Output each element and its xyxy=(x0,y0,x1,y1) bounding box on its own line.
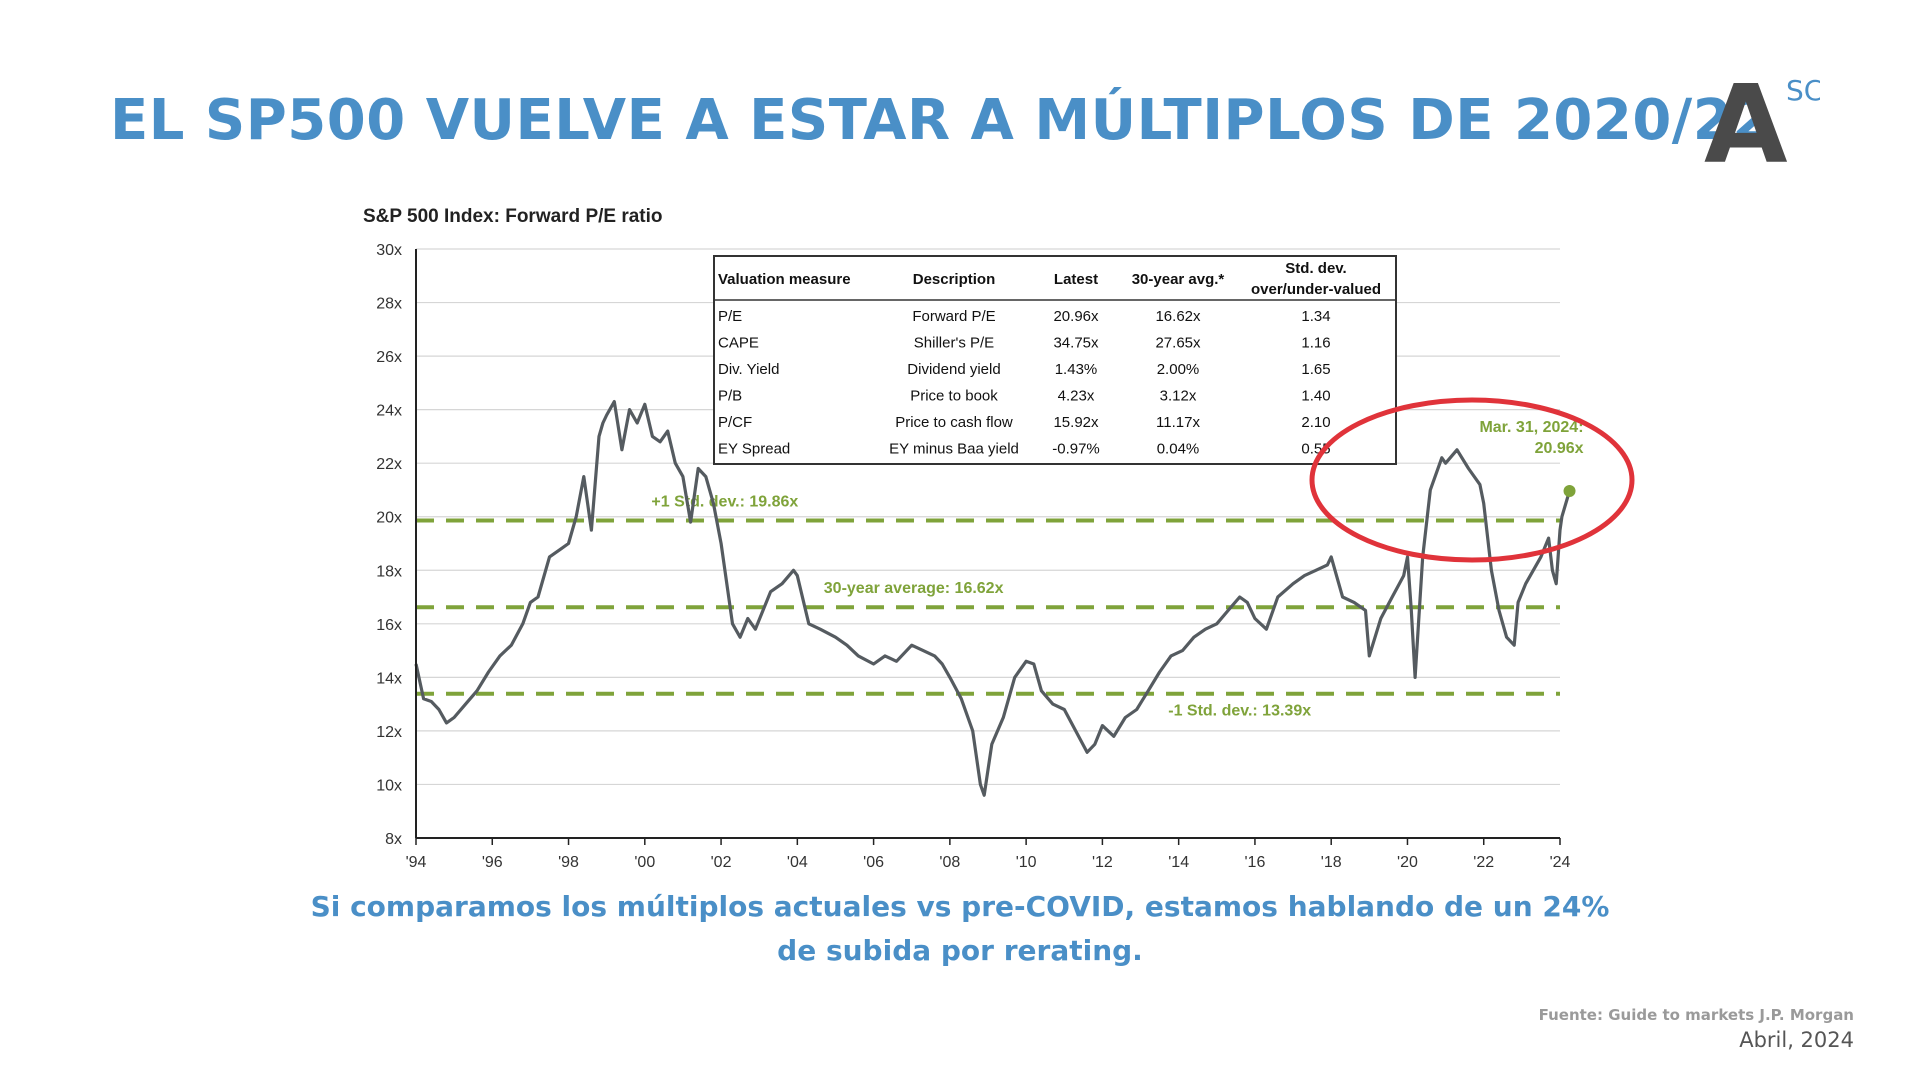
series-line-forward-pe xyxy=(414,400,1572,797)
x-tick-label: '18 xyxy=(1321,854,1342,871)
reference-line-label: -1 Std. dev.: 13.39x xyxy=(1168,703,1311,720)
table-cell: 1.65 xyxy=(1301,361,1330,378)
table-cell: EY Spread xyxy=(718,441,790,458)
table-header-cell: 30-year avg.* xyxy=(1132,271,1225,288)
table-cell: P/E xyxy=(718,308,742,325)
slide-caption: Si comparamos los múltiplos actuales vs … xyxy=(310,890,1610,967)
x-tick-label: '14 xyxy=(1168,854,1189,871)
x-tick-label: '02 xyxy=(711,854,732,871)
x-tick-label: '16 xyxy=(1245,854,1266,871)
y-tick-label: 22x xyxy=(376,456,402,473)
table-cell: Price to cash flow xyxy=(895,414,1013,431)
table-cell: 16.62x xyxy=(1155,308,1201,325)
reference-lines: +1 Std. dev.: 19.86x 30-year average: 16.… xyxy=(416,493,1560,720)
y-tick-label: 12x xyxy=(376,724,402,741)
x-tick-label: '96 xyxy=(482,854,503,871)
table-cell: -0.97% xyxy=(1052,441,1100,458)
x-tick-label: '98 xyxy=(558,854,579,871)
table-header-cell: Description xyxy=(913,271,996,288)
y-tick-label: 14x xyxy=(376,670,402,687)
table-cell: Shiller's P/E xyxy=(914,335,994,352)
x-tick-label: '22 xyxy=(1473,854,1494,871)
x-tick-label: '20 xyxy=(1397,854,1418,871)
table-cell: Dividend yield xyxy=(907,361,1000,378)
x-tick-label: '94 xyxy=(406,854,427,871)
company-logo: A SC xyxy=(1700,63,1823,188)
logo-mark: A SC xyxy=(1704,63,1823,188)
x-tick-label: '24 xyxy=(1550,854,1571,871)
table-cell: 1.40 xyxy=(1301,388,1330,405)
annotation-layer: Mar. 31, 2024: 20.96x xyxy=(1309,397,1635,563)
x-tick-label: '04 xyxy=(787,854,808,871)
logo-letter: A xyxy=(1704,70,1788,180)
table-cell: 34.75x xyxy=(1053,335,1099,352)
table-cell: EY minus Baa yield xyxy=(889,441,1019,458)
table-frame xyxy=(713,255,1397,465)
table-cell: 3.12x xyxy=(1160,388,1197,405)
axes: 8x 10x 12x 14x 16x 18x 20x 22x 24x 26x 28x 30x '94 '9… xyxy=(376,242,1570,871)
x-tick-label: '08 xyxy=(939,854,960,871)
series-layer xyxy=(414,400,1572,797)
table-cell: 4.23x xyxy=(1058,388,1095,405)
chart-title: S&P 500 Index: Forward P/E ratio xyxy=(363,206,663,227)
x-tick-label: '06 xyxy=(863,854,884,871)
table-cell: 2.10 xyxy=(1301,414,1330,431)
date-note: Abril, 2024 xyxy=(1739,1028,1854,1052)
y-tick-label: 24x xyxy=(376,403,402,420)
y-tick-label: 20x xyxy=(376,510,402,527)
x-tick-label: '00 xyxy=(634,854,655,871)
y-tick-label: 26x xyxy=(376,349,402,366)
reference-line-label: +1 Std. dev.: 19.86x xyxy=(651,493,798,510)
source-note: Fuente: Guide to markets J.P. Morgan xyxy=(1538,1006,1854,1024)
annotation-value-label: 20.96x xyxy=(1535,440,1584,457)
table-header-cell: Valuation measure xyxy=(718,271,851,288)
highlight-circle xyxy=(1309,397,1635,563)
table-cell: 20.96x xyxy=(1053,308,1099,325)
table-cell: 15.92x xyxy=(1053,414,1099,431)
table-cell: Div. Yield xyxy=(718,361,779,378)
table-cell: 11.17x xyxy=(1156,414,1200,431)
x-tick-label: '10 xyxy=(1016,854,1037,871)
table-header-cell: Std. dev. xyxy=(1285,260,1346,277)
table-cell: 1.34 xyxy=(1301,308,1330,325)
valuation-table: Valuation measure Description Latest 30-yea… xyxy=(713,255,1397,465)
latest-value-point xyxy=(1563,485,1576,498)
table-cell: 1.43% xyxy=(1055,361,1098,378)
table-header-cell: Latest xyxy=(1054,271,1098,288)
table-cell: P/B xyxy=(718,388,742,405)
table-cell: 2.00% xyxy=(1157,361,1200,378)
x-tick-label: '12 xyxy=(1092,854,1113,871)
table-cell: Price to book xyxy=(910,388,998,405)
y-tick-label: 8x xyxy=(385,831,402,848)
table-cell: 1.16 xyxy=(1301,335,1330,352)
y-tick-label: 16x xyxy=(376,617,402,634)
table-cell: 0.04% xyxy=(1157,441,1200,458)
table-cell: CAPE xyxy=(718,335,759,352)
logo-superscript: SC xyxy=(1786,74,1820,107)
table-cell: 27.65x xyxy=(1155,335,1201,352)
y-tick-label: 28x xyxy=(376,296,402,313)
slide-title: EL SP500 VUELVE A ESTAR A MÚLTIPLOS DE 2… xyxy=(110,88,1772,153)
table-cell: P/CF xyxy=(718,414,752,431)
y-tick-label: 18x xyxy=(376,563,402,580)
table-cell: Forward P/E xyxy=(912,308,995,325)
annotation-date-label: Mar. 31, 2024: xyxy=(1479,419,1583,436)
y-tick-label: 10x xyxy=(376,777,402,794)
y-tick-label: 30x xyxy=(376,242,402,259)
table-header-cell: over/under-valued xyxy=(1251,281,1381,298)
reference-line-label: 30-year average: 16.62x xyxy=(824,580,1004,597)
